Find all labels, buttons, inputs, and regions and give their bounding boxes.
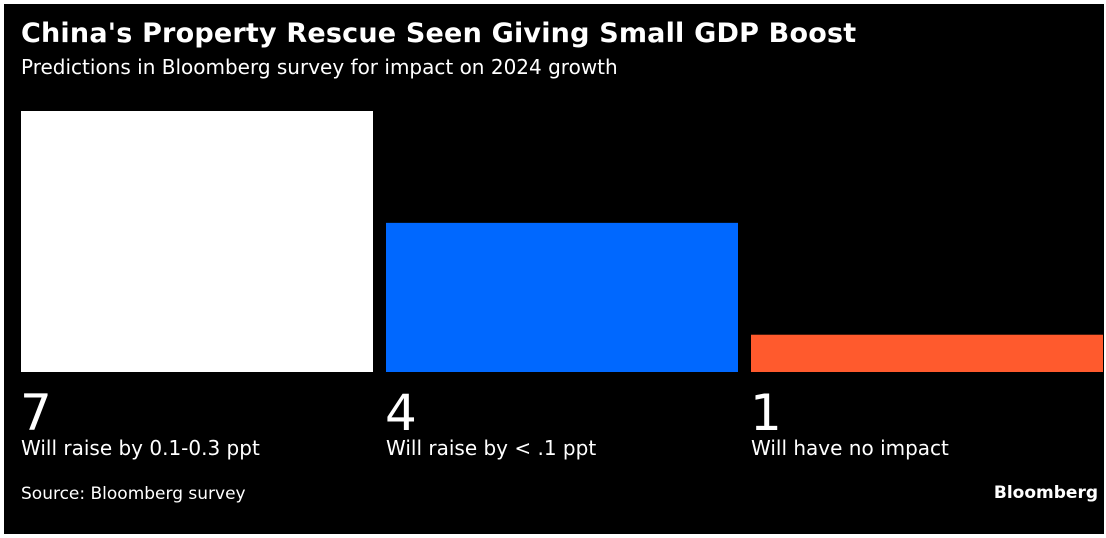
bar-value-label-1: 7: [20, 384, 52, 442]
bar-1: [21, 111, 373, 372]
bloomberg-logo: Bloomberg: [993, 483, 1098, 503]
chart-title: China's Property Rescue Seen Giving Smal…: [21, 18, 857, 49]
bar-category-label-1: Will raise by 0.1-0.3 ppt: [21, 436, 260, 460]
bar-2: [386, 222, 738, 372]
chart-frame: China's Property Rescue Seen Giving Smal…: [4, 4, 1104, 534]
chart-subtitle: Predictions in Bloomberg survey for impa…: [21, 55, 618, 79]
bar-value-label-2: 4: [385, 384, 417, 442]
bar-value-label-3: 1: [750, 384, 782, 442]
bar-category-label-3: Will have no impact: [751, 436, 949, 460]
source-note: Source: Bloomberg survey: [21, 484, 246, 504]
bar-3: [751, 334, 1103, 372]
bar-category-label-2: Will raise by < .1 ppt: [386, 436, 596, 460]
